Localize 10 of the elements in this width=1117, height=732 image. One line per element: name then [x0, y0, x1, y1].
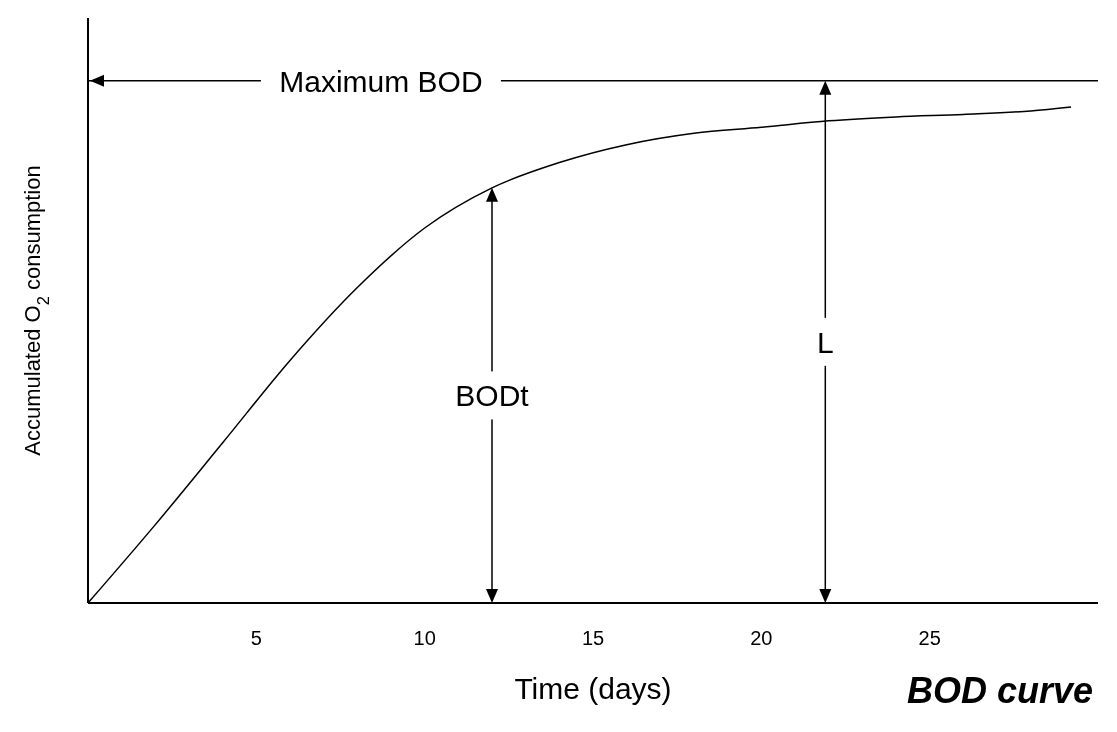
- x-tick-label: 5: [250, 627, 262, 650]
- x-axis-title: Time (days): [514, 672, 672, 705]
- x-tick-label: 15: [581, 627, 605, 650]
- x-tick-label: 20: [750, 627, 773, 650]
- ref-line-label: L: [816, 325, 834, 359]
- ref-line-label: Maximum BOD: [279, 64, 483, 98]
- ref-line-label: BODt: [455, 379, 530, 413]
- x-tick-label: 25: [918, 627, 941, 650]
- text: BOD curve: [906, 670, 1093, 711]
- x-tick-label: 10: [413, 627, 436, 650]
